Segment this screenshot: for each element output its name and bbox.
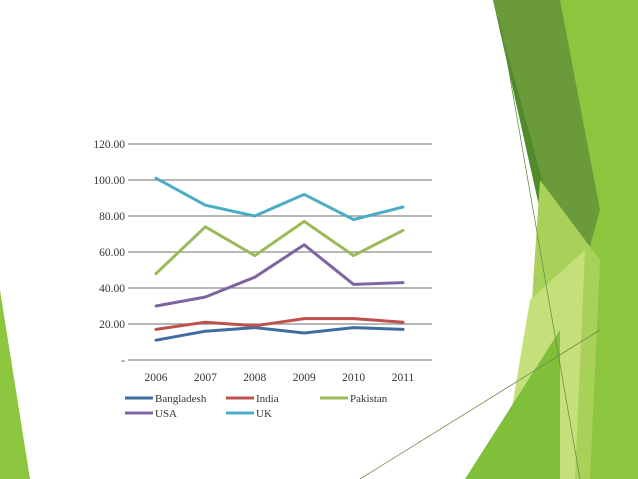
y-tick-label: 80.00 [99,211,125,223]
decor-thin-line-2 [359,329,601,479]
bottom-green-wedge [465,330,560,479]
legend-label-usa: USA [155,408,177,420]
y-tick-label: 120.00 [93,139,125,151]
y-axis-ticks: 120.00 100.00 80.00 60.00 40.00 20.00 - [93,139,125,367]
legend-label-uk: UK [256,408,272,420]
series-line-pakistan [154,219,405,276]
legend-label-india: India [256,393,279,405]
y-tick-label: - [121,355,125,367]
legend-label-pakistan: Pakistan [350,393,388,405]
legend: Bangladesh India Pakistan USA UK [125,393,388,420]
x-tick-label: 2008 [243,372,266,384]
series-line-uk [154,176,405,222]
x-tick-label: 2006 [145,372,168,384]
y-tick-label: 100.00 [93,175,125,187]
x-tick-label: 2007 [194,372,217,384]
y-tick-label: 60.00 [99,247,125,259]
x-tick-label: 2010 [342,372,365,384]
series-lines [154,176,405,342]
y-tick-label: 40.00 [99,283,125,295]
x-tick-label: 2011 [392,372,415,384]
x-axis-ticks: 2006 2007 2008 2009 2010 2011 [145,372,415,384]
series-line-bangladesh [154,326,405,342]
legend-label-bangladesh: Bangladesh [155,393,207,405]
decor-thin-line-1 [499,19,581,479]
y-tick-label: 20.00 [99,319,125,331]
left-green-accent [0,290,30,479]
series-line-usa [154,243,405,308]
series-line-india [154,317,405,331]
x-tick-label: 2009 [293,372,316,384]
